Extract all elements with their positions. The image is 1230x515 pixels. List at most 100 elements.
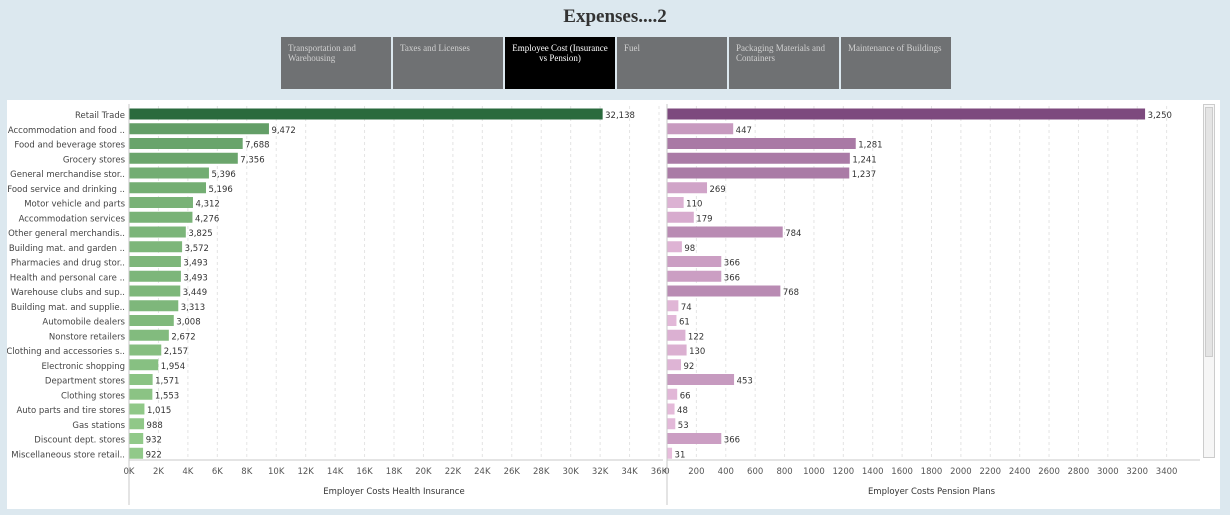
x-tick-label: 3400 bbox=[1156, 467, 1178, 477]
x-tick-label: 4K bbox=[182, 467, 193, 477]
data-label: 98 bbox=[684, 244, 695, 254]
bar bbox=[667, 123, 734, 135]
data-label: 4,276 bbox=[195, 214, 219, 224]
category-label: Food and beverage stores bbox=[14, 141, 125, 151]
x-tick-label: 30K bbox=[562, 467, 579, 477]
x-tick-label: 3200 bbox=[1126, 467, 1148, 477]
bar bbox=[667, 197, 684, 208]
bar bbox=[667, 167, 850, 179]
category-label: Grocery stores bbox=[63, 155, 126, 165]
data-label: 74 bbox=[681, 303, 692, 313]
bar bbox=[667, 447, 673, 459]
scrollbar-thumb[interactable] bbox=[1205, 107, 1213, 357]
bar bbox=[129, 167, 209, 179]
x-tick-label: 2800 bbox=[1068, 467, 1090, 477]
tab-transportation[interactable]: Transportation and Warehousing bbox=[281, 37, 391, 89]
data-label: 3,572 bbox=[185, 244, 209, 254]
vertical-scrollbar[interactable] bbox=[1203, 104, 1215, 458]
x-tick-label: 36K bbox=[651, 467, 668, 477]
x-tick-label: 2200 bbox=[979, 467, 1001, 477]
category-tabs: Transportation and Warehousing Taxes and… bbox=[281, 37, 953, 89]
x-tick-label: 1600 bbox=[891, 467, 913, 477]
x-tick-label: 8K bbox=[241, 467, 252, 477]
x-tick-label: 400 bbox=[718, 467, 734, 477]
tab-employee-cost[interactable]: Employee Cost (Insurance vs Pension) bbox=[505, 37, 615, 89]
data-label: 988 bbox=[147, 421, 163, 431]
x-tick-label: 10K bbox=[268, 467, 285, 477]
data-label: 4,312 bbox=[195, 200, 219, 210]
data-label: 5,396 bbox=[211, 170, 235, 180]
data-label: 3,250 bbox=[1148, 111, 1172, 121]
bar bbox=[129, 152, 238, 164]
x-tick-label: 1200 bbox=[833, 467, 855, 477]
category-label: General merchandise stor.. bbox=[10, 170, 125, 180]
bar bbox=[667, 403, 675, 415]
bar bbox=[129, 329, 169, 341]
data-label: 366 bbox=[724, 259, 740, 269]
x-tick-label: 1400 bbox=[862, 467, 884, 477]
data-label: 2,672 bbox=[171, 332, 195, 342]
bar bbox=[129, 447, 144, 459]
bar bbox=[667, 285, 781, 297]
category-label: Gas stations bbox=[72, 421, 125, 431]
data-label: 922 bbox=[146, 450, 162, 460]
data-label: 179 bbox=[696, 214, 712, 224]
category-label: Miscellaneous store retail.. bbox=[11, 450, 125, 460]
bar bbox=[129, 270, 181, 282]
bar bbox=[667, 329, 686, 341]
bar bbox=[129, 403, 145, 415]
category-label: Pharmacies and drug stor.. bbox=[11, 259, 125, 269]
bar bbox=[667, 241, 682, 253]
category-label: Automobile dealers bbox=[42, 318, 125, 328]
category-label: Food service and drinking .. bbox=[7, 185, 125, 195]
data-label: 31 bbox=[675, 450, 686, 460]
bar bbox=[129, 226, 186, 238]
bar bbox=[129, 123, 269, 135]
bar bbox=[129, 256, 181, 267]
bar bbox=[129, 108, 603, 120]
data-label: 110 bbox=[686, 200, 702, 210]
tab-taxes[interactable]: Taxes and Licenses bbox=[393, 37, 503, 89]
category-label: Building mat. and supplie.. bbox=[11, 303, 125, 313]
bar bbox=[129, 433, 144, 444]
category-label: Auto parts and tire stores bbox=[16, 406, 125, 416]
tab-packaging[interactable]: Packaging Materials and Containers bbox=[729, 37, 839, 89]
bar bbox=[667, 300, 679, 312]
data-label: 3,313 bbox=[181, 303, 205, 313]
x-tick-label: 12K bbox=[297, 467, 314, 477]
x-tick-label: 20K bbox=[415, 467, 432, 477]
bar bbox=[129, 374, 153, 385]
category-label: Other general merchandis.. bbox=[8, 229, 125, 239]
category-label: Nonstore retailers bbox=[49, 332, 126, 342]
category-label: Department stores bbox=[45, 377, 126, 387]
chart-svg: Retail Trade Accommodation and food .. Foo… bbox=[7, 104, 1200, 505]
bar bbox=[129, 388, 153, 400]
data-label: 1,954 bbox=[161, 362, 185, 372]
bar bbox=[667, 182, 708, 194]
bar bbox=[667, 374, 735, 385]
bar bbox=[129, 182, 206, 194]
data-label: 7,688 bbox=[245, 141, 269, 151]
data-label: 1,241 bbox=[852, 155, 876, 165]
x-axis-title: Employer Costs Pension Plans bbox=[868, 487, 996, 497]
tab-fuel[interactable]: Fuel bbox=[617, 37, 727, 89]
bar bbox=[667, 211, 694, 223]
bar bbox=[667, 418, 676, 430]
bar bbox=[667, 359, 682, 371]
x-tick-label: 14K bbox=[327, 467, 344, 477]
category-label: Retail Trade bbox=[75, 111, 125, 121]
data-label: 9,472 bbox=[271, 126, 295, 136]
bar bbox=[129, 138, 243, 149]
data-label: 2,157 bbox=[164, 347, 188, 357]
data-label: 5,196 bbox=[208, 185, 232, 195]
tab-maintenance[interactable]: Maintenance of Buildings bbox=[841, 37, 951, 89]
data-label: 3,449 bbox=[183, 288, 207, 298]
data-label: 3,493 bbox=[183, 259, 207, 269]
data-label: 61 bbox=[679, 318, 690, 328]
data-label: 366 bbox=[724, 436, 740, 446]
data-label: 3,493 bbox=[183, 273, 207, 283]
x-tick-label: 3000 bbox=[1097, 467, 1119, 477]
bar bbox=[667, 256, 722, 267]
data-label: 932 bbox=[146, 436, 162, 446]
data-label: 1,571 bbox=[155, 377, 179, 387]
